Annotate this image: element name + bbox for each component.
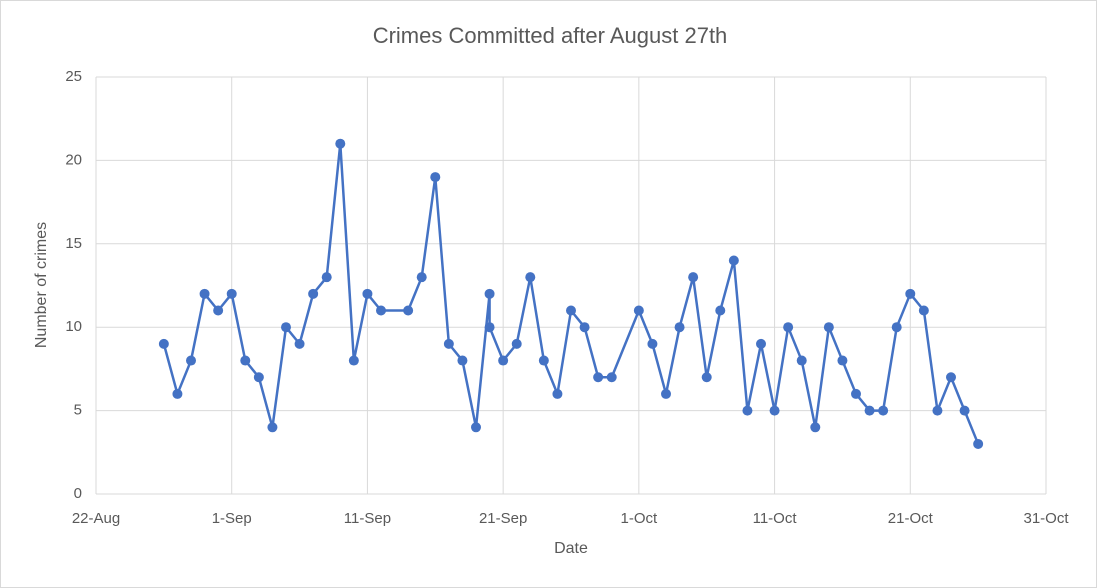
chart-title: Crimes Committed after August 27th xyxy=(373,23,728,48)
data-point xyxy=(579,322,590,333)
data-point xyxy=(294,338,305,349)
data-point xyxy=(267,422,278,433)
data-point xyxy=(851,388,861,399)
data-point xyxy=(796,355,807,366)
data-point xyxy=(158,338,169,349)
x-tick-label: 21-Oct xyxy=(888,510,934,527)
data-point xyxy=(457,355,468,366)
data-point xyxy=(701,372,712,383)
data-point xyxy=(864,405,875,416)
data-point xyxy=(837,355,848,366)
data-point xyxy=(172,388,183,399)
x-tick-label: 11-Oct xyxy=(753,510,798,527)
data-point xyxy=(416,272,427,283)
y-tick-label: 5 xyxy=(74,402,82,419)
data-point xyxy=(606,372,617,383)
data-point xyxy=(593,372,604,383)
data-point xyxy=(199,288,210,299)
data-point xyxy=(783,322,794,333)
x-tick-label: 21-Sep xyxy=(479,510,527,527)
data-point xyxy=(471,422,481,433)
data-point xyxy=(525,272,536,283)
data-point xyxy=(443,338,454,349)
data-point xyxy=(959,405,970,416)
data-point xyxy=(946,372,956,383)
data-point xyxy=(688,272,699,283)
x-tick-label: 1-Oct xyxy=(621,510,659,527)
data-point xyxy=(661,388,671,399)
data-point xyxy=(552,388,563,399)
data-point xyxy=(566,305,576,316)
data-point xyxy=(538,355,549,366)
data-point xyxy=(240,355,251,366)
data-point xyxy=(878,405,889,416)
data-point xyxy=(186,355,196,366)
data-point xyxy=(484,322,495,333)
data-point xyxy=(715,305,726,316)
data-point xyxy=(362,288,373,299)
data-point xyxy=(335,138,346,149)
x-tick-label: 1-Sep xyxy=(212,510,252,527)
y-tick-label: 25 xyxy=(65,68,82,85)
data-point xyxy=(769,405,780,416)
data-point xyxy=(905,288,916,299)
data-point xyxy=(742,405,753,416)
data-point xyxy=(348,355,359,366)
data-point xyxy=(674,322,685,333)
data-point xyxy=(484,288,495,299)
data-point xyxy=(430,172,441,183)
data-point xyxy=(633,305,644,316)
x-tick-label: 31-Oct xyxy=(1023,510,1069,527)
data-point xyxy=(308,288,319,299)
data-point xyxy=(213,305,224,316)
data-point xyxy=(932,405,943,416)
y-tick-label: 10 xyxy=(65,318,82,335)
data-point xyxy=(253,372,264,383)
data-point xyxy=(281,322,291,333)
data-point xyxy=(498,355,509,366)
data-point xyxy=(823,322,834,333)
data-point xyxy=(511,338,522,349)
data-point xyxy=(226,288,237,299)
data-point xyxy=(756,338,766,349)
data-point xyxy=(810,422,821,433)
data-point xyxy=(728,255,739,266)
x-tick-label: 11-Sep xyxy=(344,510,391,527)
data-point xyxy=(973,438,984,449)
data-point xyxy=(891,322,902,333)
y-axis-title: Number of crimes xyxy=(33,222,50,348)
y-tick-label: 15 xyxy=(65,235,82,252)
x-axis-title: Date xyxy=(554,540,588,557)
data-point xyxy=(647,338,658,349)
x-tick-label: 22-Aug xyxy=(72,510,120,527)
data-point xyxy=(321,272,332,283)
data-point xyxy=(918,305,929,316)
data-point xyxy=(376,305,386,316)
y-tick-label: 0 xyxy=(74,485,82,502)
data-point xyxy=(403,305,414,316)
y-tick-label: 20 xyxy=(65,151,82,168)
